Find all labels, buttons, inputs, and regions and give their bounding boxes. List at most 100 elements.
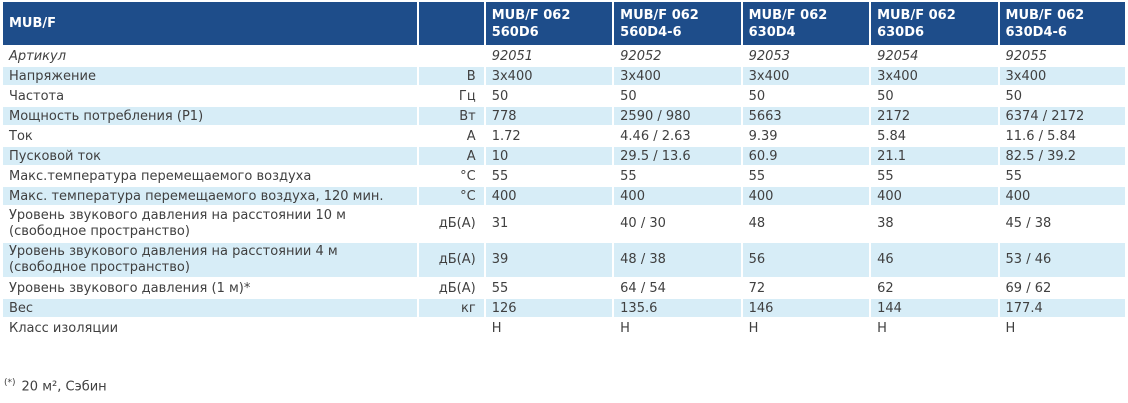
header-model: MUB/F 062 560D6	[485, 2, 613, 45]
row-value: 400	[614, 187, 741, 205]
row-value: 5.84	[877, 128, 907, 144]
footnote-mark: (*)	[4, 378, 16, 388]
row-label: Пусковой ток	[3, 147, 418, 165]
footnote-text: 20 м², Сэбин	[21, 379, 107, 395]
table-row: Уровень звукового давления (1 м)* дБ(A) 55…	[3, 279, 1125, 297]
row-value: 55	[748, 168, 766, 184]
row-value: 2590 / 980	[614, 107, 741, 125]
row-value: 38	[877, 216, 894, 231]
row-value: 144	[871, 299, 998, 317]
row-unit: Вт	[419, 107, 484, 125]
row-value: 48 / 38	[614, 243, 741, 277]
spec-table: MUB/F MUB/F 062 560D6 MUB/F 062 560D4-6 …	[1, 0, 1127, 339]
row-value: 29.5 / 13.6	[614, 147, 741, 165]
row-value: 177.4	[999, 299, 1125, 317]
row-label: Вес	[3, 299, 418, 317]
row-label: Артикул	[9, 48, 67, 64]
row-label: Макс.температура перемещаемого воздуха	[9, 168, 312, 184]
table-row: Макс. температура перемещаемого воздуха,…	[3, 187, 1125, 205]
row-value: 82.5 / 39.2	[999, 147, 1125, 165]
row-value: 21.1	[871, 147, 998, 165]
row-unit: Гц	[458, 88, 476, 104]
row-label: Ток	[9, 128, 33, 144]
row-unit	[419, 47, 483, 65]
row-value: 50	[877, 88, 894, 104]
row-value: 50	[491, 88, 509, 104]
table-row: Класс изоляции H H H H H	[3, 319, 1125, 337]
header-model: MUB/F 062 560D4-6	[614, 2, 741, 45]
row-label: Напряжение	[3, 67, 418, 85]
table-row: Пусковой ток A 10 29.5 / 13.6 60.9 21.1 82.5 /…	[3, 147, 1125, 165]
row-value: 92055	[1005, 48, 1047, 64]
row-value: 55	[491, 168, 509, 184]
row-value: 400	[742, 187, 870, 205]
footnote: (*) 20 м², Сэбин	[4, 378, 107, 394]
row-value: 60.9	[742, 147, 870, 165]
row-value: 64 / 54	[620, 280, 666, 296]
row-value: 72	[748, 280, 766, 296]
row-value: 31	[491, 216, 509, 231]
row-value: 55	[1005, 168, 1023, 184]
row-value: 50	[1005, 88, 1023, 104]
table-row: Уровень звукового давления на расстоянии…	[3, 207, 1125, 241]
row-value: H	[620, 320, 630, 336]
row-label: Мощность потребления (P1)	[3, 107, 418, 125]
row-unit: В	[419, 67, 484, 85]
row-value: 2172	[871, 107, 998, 125]
row-value: 400	[999, 187, 1125, 205]
row-value: 62	[877, 280, 894, 296]
row-value: H	[491, 320, 502, 336]
row-value: 3x400	[485, 67, 613, 85]
row-value: 400	[871, 187, 998, 205]
row-label: Класс изоляции	[9, 320, 119, 336]
row-value: 146	[742, 299, 870, 317]
table-row: Уровень звукового давления на расстоянии…	[3, 243, 1125, 277]
row-value: 10	[485, 147, 613, 165]
row-value: 3x400	[614, 67, 741, 85]
table-row: Вес кг 126 135.6 146 144 177.4	[3, 299, 1125, 317]
row-unit: A	[419, 147, 484, 165]
row-value: 50	[748, 88, 766, 104]
row-value: 5663	[742, 107, 870, 125]
header-row: MUB/F MUB/F 062 560D6 MUB/F 062 560D4-6 …	[3, 2, 1125, 45]
row-value: 4.46 / 2.63	[620, 128, 691, 144]
table-row: Артикул 92051 92052 92053 92054 92055	[3, 47, 1125, 65]
row-value: 400	[485, 187, 613, 205]
row-value: 39	[485, 243, 613, 277]
row-value: H	[877, 320, 887, 336]
row-value: 55	[491, 280, 509, 296]
row-value: 3x400	[742, 67, 870, 85]
table-row: Ток A 1.72 4.46 / 2.63 9.39 5.84 11.6 / 5.84	[3, 127, 1125, 145]
row-value: 11.6 / 5.84	[1005, 128, 1077, 144]
row-value: 92054	[877, 48, 919, 64]
row-unit: дБ(A)	[438, 216, 476, 231]
header-model: MUB/F 062 630D4	[742, 2, 870, 45]
row-value: 45 / 38	[1005, 216, 1052, 231]
table-row: Частота Гц 50 50 50 50 50	[3, 87, 1125, 105]
row-value: 9.39	[748, 128, 778, 144]
row-value: 92052	[620, 48, 662, 64]
row-value: 135.6	[614, 299, 741, 317]
row-value: 1.72	[491, 128, 521, 144]
row-value: 6374 / 2172	[999, 107, 1125, 125]
row-label: Уровень звукового давления (1 м)*	[9, 280, 251, 296]
row-unit: кг	[419, 299, 484, 317]
row-unit: A	[466, 128, 476, 144]
row-unit: дБ(A)	[438, 280, 476, 296]
row-label: Уровень звукового давления на расстоянии…	[9, 208, 346, 239]
row-value: 40 / 30	[620, 216, 666, 231]
row-value: 50	[620, 88, 637, 104]
table-row: Мощность потребления (P1) Вт 778 2590 / 980…	[3, 107, 1125, 125]
row-value: 53 / 46	[999, 243, 1125, 277]
row-value: 3x400	[999, 67, 1125, 85]
row-unit	[419, 319, 483, 337]
row-value: 56	[742, 243, 870, 277]
row-value: 92053	[748, 48, 790, 64]
row-unit: дБ(A)	[419, 243, 484, 277]
row-value: 69 / 62	[1005, 280, 1052, 296]
row-value: 778	[485, 107, 613, 125]
table-body: Артикул 92051 92052 92053 92054 92055 Напряжен…	[3, 47, 1125, 337]
row-value: 3x400	[871, 67, 998, 85]
header-unit-cell	[419, 2, 484, 45]
row-unit: °C	[419, 187, 484, 205]
